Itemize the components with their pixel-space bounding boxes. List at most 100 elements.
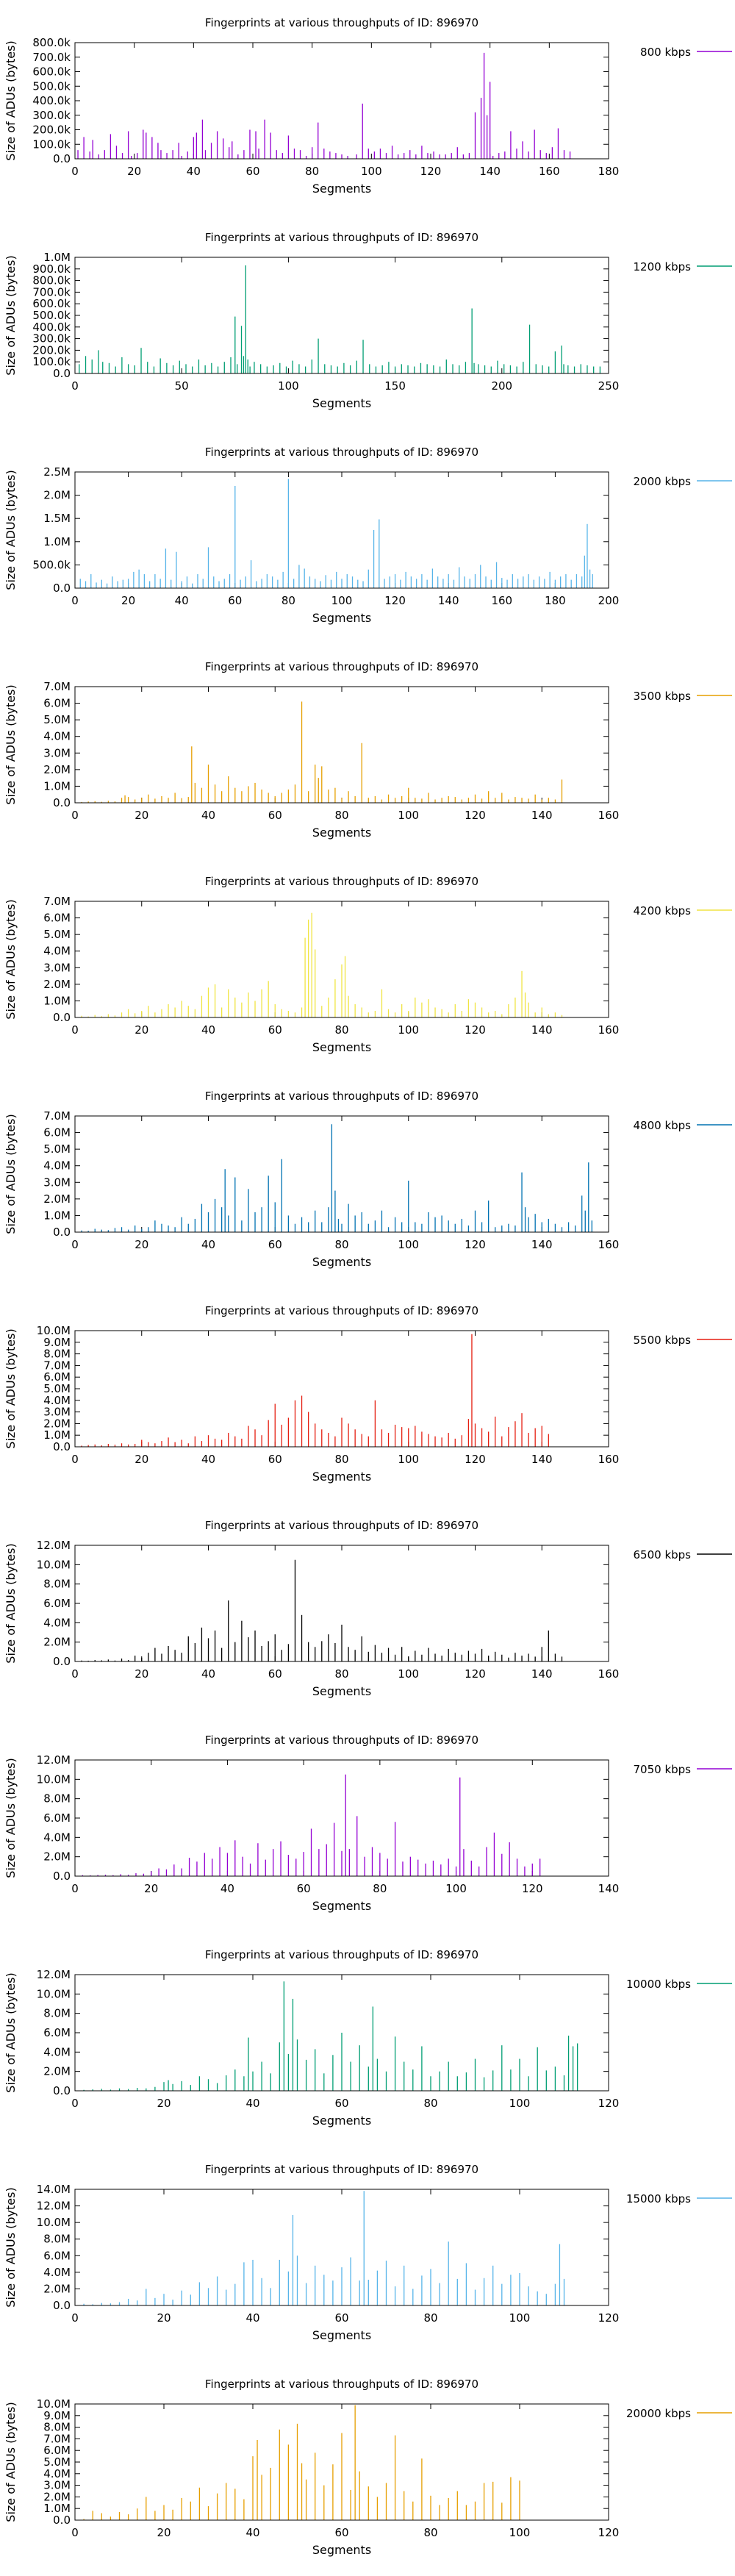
- chart-title: Fingerprints at various throughputs of I…: [205, 2378, 478, 2391]
- y-tick-label: 2.0M: [43, 1417, 71, 1430]
- y-tick-label: 2.0M: [43, 1636, 71, 1649]
- x-tick-label: 0: [71, 2526, 79, 2539]
- x-axis-label: Segments: [312, 1255, 371, 1269]
- y-tick-label: 100.0k: [32, 355, 71, 368]
- x-tick-label: 0: [71, 809, 79, 822]
- chart-svg: Fingerprints at various throughputs of I…: [4, 1090, 732, 1269]
- x-tick-label: 0: [71, 594, 79, 607]
- y-tick-label: 5.0M: [43, 1382, 71, 1395]
- x-tick-label: 120: [465, 1238, 486, 1251]
- x-tick-label: 60: [334, 2097, 348, 2110]
- x-tick-label: 60: [334, 2311, 348, 2325]
- x-tick-label: 0: [71, 1023, 79, 1037]
- x-tick-label: 180: [598, 165, 620, 178]
- y-tick-label: 5.0M: [43, 928, 71, 941]
- x-tick-label: 20: [157, 2097, 171, 2110]
- x-tick-label: 100: [509, 2311, 531, 2325]
- x-tick-label: 0: [71, 379, 79, 393]
- x-tick-label: 80: [373, 1882, 387, 1895]
- y-tick-label: 10.0M: [37, 2397, 71, 2411]
- y-tick-label: 0.0: [53, 1440, 71, 1453]
- y-tick-label: 1.0M: [43, 1428, 71, 1442]
- y-tick-label: 2.0M: [43, 2065, 71, 2078]
- x-tick-label: 60: [268, 1667, 282, 1681]
- x-tick-label: 140: [438, 594, 459, 607]
- y-axis-label: Size of ADUs (bytes): [4, 2402, 18, 2522]
- plot-frame: [74, 471, 609, 589]
- x-tick-label: 80: [305, 165, 319, 178]
- y-tick-label: 0.0: [53, 367, 71, 380]
- x-tick-label: 80: [423, 2097, 437, 2110]
- chart-svg: Fingerprints at various throughputs of I…: [4, 446, 732, 625]
- legend-label: 5500 kbps: [634, 1334, 692, 1347]
- x-tick-label: 80: [334, 1667, 348, 1681]
- plot-frame: [74, 257, 609, 374]
- x-tick-label: 80: [334, 1023, 348, 1037]
- y-tick-label: 0.0: [53, 2299, 71, 2312]
- legend-label: 6500 kbps: [634, 1548, 692, 1561]
- y-tick-label: 4.0M: [43, 730, 71, 743]
- legend-label: 800 kbps: [640, 46, 691, 59]
- plot-frame: [74, 2403, 609, 2521]
- x-tick-label: 160: [598, 1023, 620, 1037]
- y-tick-label: 6.0M: [43, 1126, 71, 1139]
- y-tick-label: 2.0M: [43, 2490, 71, 2503]
- y-axis-label: Size of ADUs (bytes): [4, 1114, 18, 1234]
- x-tick-label: 0: [71, 2097, 79, 2110]
- x-tick-label: 120: [420, 165, 442, 178]
- y-tick-label: 4.0M: [43, 945, 71, 958]
- y-tick-label: 400.0k: [32, 94, 71, 107]
- y-tick-label: 500.0k: [32, 558, 71, 571]
- y-axis-label: Size of ADUs (bytes): [4, 899, 18, 1019]
- chart-panel: Fingerprints at various throughputs of I…: [0, 1288, 735, 1503]
- chart-panel: Fingerprints at various throughputs of I…: [0, 2147, 735, 2361]
- y-tick-label: 2.0M: [43, 489, 71, 502]
- legend-label: 7050 kbps: [634, 1763, 692, 1776]
- y-tick-label: 12.0M: [37, 2200, 71, 2213]
- y-tick-label: 4.0M: [43, 1616, 71, 1629]
- x-tick-label: 40: [201, 809, 215, 822]
- y-tick-label: 7.0M: [43, 2432, 71, 2445]
- x-tick-label: 120: [598, 2097, 620, 2110]
- x-tick-label: 140: [479, 165, 501, 178]
- y-tick-label: 6.0M: [43, 912, 71, 925]
- x-tick-label: 140: [531, 1023, 553, 1037]
- x-tick-label: 100: [398, 1667, 419, 1681]
- x-tick-label: 40: [245, 2526, 259, 2539]
- x-tick-label: 20: [157, 2311, 171, 2325]
- x-tick-label: 120: [598, 2311, 620, 2325]
- chart-panel: Fingerprints at various throughputs of I…: [0, 1932, 735, 2147]
- y-tick-label: 6.0M: [43, 1370, 71, 1384]
- x-axis-label: Segments: [312, 826, 371, 840]
- y-tick-label: 0.0: [53, 2084, 71, 2097]
- x-tick-label: 20: [135, 1238, 148, 1251]
- y-axis-label: Size of ADUs (bytes): [4, 1543, 18, 1663]
- x-tick-label: 100: [398, 1453, 419, 1466]
- x-tick-label: 180: [545, 594, 566, 607]
- y-tick-label: 200.0k: [32, 124, 71, 137]
- chart-panel: Fingerprints at various throughputs of I…: [0, 215, 735, 429]
- x-tick-label: 160: [491, 594, 512, 607]
- chart-panel: Fingerprints at various throughputs of I…: [0, 859, 735, 1073]
- chart-panel: Fingerprints at various throughputs of I…: [0, 1503, 735, 1717]
- x-tick-label: 40: [245, 2311, 259, 2325]
- x-tick-label: 60: [334, 2526, 348, 2539]
- x-tick-label: 120: [465, 1453, 486, 1466]
- y-tick-label: 6.0M: [43, 2249, 71, 2262]
- chart-svg: Fingerprints at various throughputs of I…: [4, 875, 732, 1054]
- y-tick-label: 4.0M: [43, 1394, 71, 1407]
- x-tick-label: 0: [71, 1238, 79, 1251]
- y-tick-label: 4.0M: [43, 1159, 71, 1173]
- y-tick-label: 3.0M: [43, 1176, 71, 1189]
- x-axis-label: Segments: [312, 1899, 371, 1913]
- x-axis-label: Segments: [312, 1470, 371, 1484]
- chart-panel: Fingerprints at various throughputs of I…: [0, 644, 735, 859]
- x-tick-label: 40: [201, 1453, 215, 1466]
- plot-frame: [74, 2189, 609, 2306]
- y-tick-label: 300.0k: [32, 109, 71, 122]
- y-tick-label: 7.0M: [43, 680, 71, 693]
- chart-title: Fingerprints at various throughputs of I…: [205, 231, 478, 244]
- x-tick-label: 120: [522, 1882, 543, 1895]
- x-tick-label: 80: [334, 1453, 348, 1466]
- y-tick-label: 8.0M: [43, 2421, 71, 2434]
